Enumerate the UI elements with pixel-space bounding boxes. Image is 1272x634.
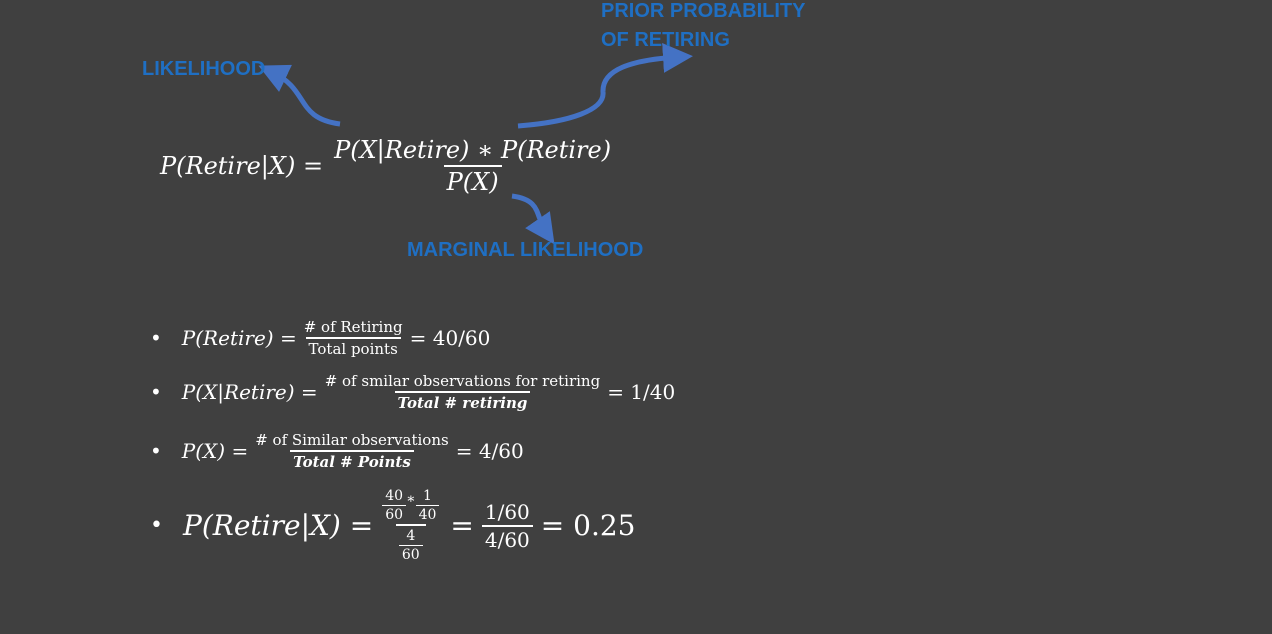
prior-lhs: P(Retire) = bbox=[181, 326, 297, 350]
likelihood-denominator: Total # retiring bbox=[394, 391, 531, 412]
bayes-formula: P(Retire|X) = P(X|Retire) ∗ P(Retire) P(… bbox=[160, 136, 614, 196]
fraction-40: 40 bbox=[385, 488, 404, 504]
bullet-marker: • bbox=[150, 439, 162, 463]
likelihood-arrow bbox=[258, 64, 341, 127]
bayes-fraction: P(X|Retire) ∗ P(Retire) P(X) bbox=[331, 136, 614, 196]
marginal-denominator: Total # Points bbox=[290, 450, 414, 471]
posterior-eq: = bbox=[450, 509, 474, 542]
marginal-lhs: P(X) = bbox=[181, 439, 249, 463]
prior-fraction: # of Retiring Total points bbox=[301, 318, 406, 358]
fraction-40-60: 40 60 bbox=[382, 488, 407, 523]
bullet-marginal: • P(X) = # of Similar observations Total… bbox=[150, 431, 524, 471]
prior-label-line1: PRIOR PROBABILITY bbox=[601, 0, 806, 22]
fraction-1-40: 1 40 bbox=[415, 488, 440, 523]
bullet-marker: • bbox=[150, 326, 162, 350]
fraction-4-60: 4 60 bbox=[398, 528, 423, 563]
bullet-posterior: • P(Retire|X) = 40 60 ∗ 1 40 4 60 = 1/60… bbox=[150, 488, 636, 563]
fraction-4: 4 bbox=[406, 528, 416, 544]
marginal-fraction: # of Similar observations Total # Points bbox=[252, 431, 451, 471]
compound-fraction: 40 60 ∗ 1 40 4 60 bbox=[379, 488, 442, 563]
ratio-fraction: 1/60 4/60 bbox=[481, 499, 533, 552]
likelihood-rhs: = 1/40 bbox=[607, 380, 676, 404]
ratio-denominator: 4/60 bbox=[481, 524, 533, 552]
likelihood-lhs: P(X|Retire) = bbox=[181, 380, 318, 404]
fraction-40b: 40 bbox=[415, 505, 440, 523]
bayes-numerator: P(X|Retire) ∗ P(Retire) bbox=[334, 136, 612, 164]
bayes-denominator: P(X) bbox=[443, 165, 502, 196]
likelihood-fraction: # of smilar observations for retiring To… bbox=[322, 372, 604, 412]
compound-denominator: 4 60 bbox=[395, 524, 426, 563]
bullet-likelihood: • P(X|Retire) = # of smilar observations… bbox=[150, 372, 675, 412]
prior-rhs: = 40/60 bbox=[409, 326, 491, 350]
prior-denominator: Total points bbox=[305, 337, 401, 358]
fraction-60b: 60 bbox=[398, 545, 423, 563]
marginal-rhs: = 4/60 bbox=[455, 439, 524, 463]
prior-arrow bbox=[517, 42, 693, 129]
ratio-numerator: 1/60 bbox=[484, 499, 530, 524]
marginal-numerator: # of Similar observations bbox=[255, 431, 449, 449]
bullet-marker: • bbox=[150, 380, 162, 404]
prior-label-line2: OF RETIRING bbox=[601, 29, 730, 51]
posterior-lhs: P(Retire|X) = bbox=[182, 509, 374, 542]
prior-numerator: # of Retiring bbox=[303, 318, 403, 336]
compound-numerator: 40 60 ∗ 1 40 bbox=[379, 488, 442, 524]
likelihood-numerator: # of smilar observations for retiring bbox=[324, 372, 601, 390]
likelihood-label: LIKELIHOOD bbox=[142, 58, 266, 80]
multiply-sign: ∗ bbox=[406, 490, 416, 507]
bayes-lhs: P(Retire|X) = bbox=[160, 152, 324, 180]
fraction-60: 60 bbox=[382, 505, 407, 523]
marginal-arrow bbox=[511, 193, 555, 245]
fraction-1: 1 bbox=[423, 488, 432, 504]
bullet-marker: • bbox=[150, 513, 163, 538]
marginal-likelihood-label: MARGINAL LIKELIHOOD bbox=[407, 239, 644, 261]
bullet-prior: • P(Retire) = # of Retiring Total points… bbox=[150, 318, 490, 358]
posterior-result: = 0.25 bbox=[540, 509, 636, 542]
